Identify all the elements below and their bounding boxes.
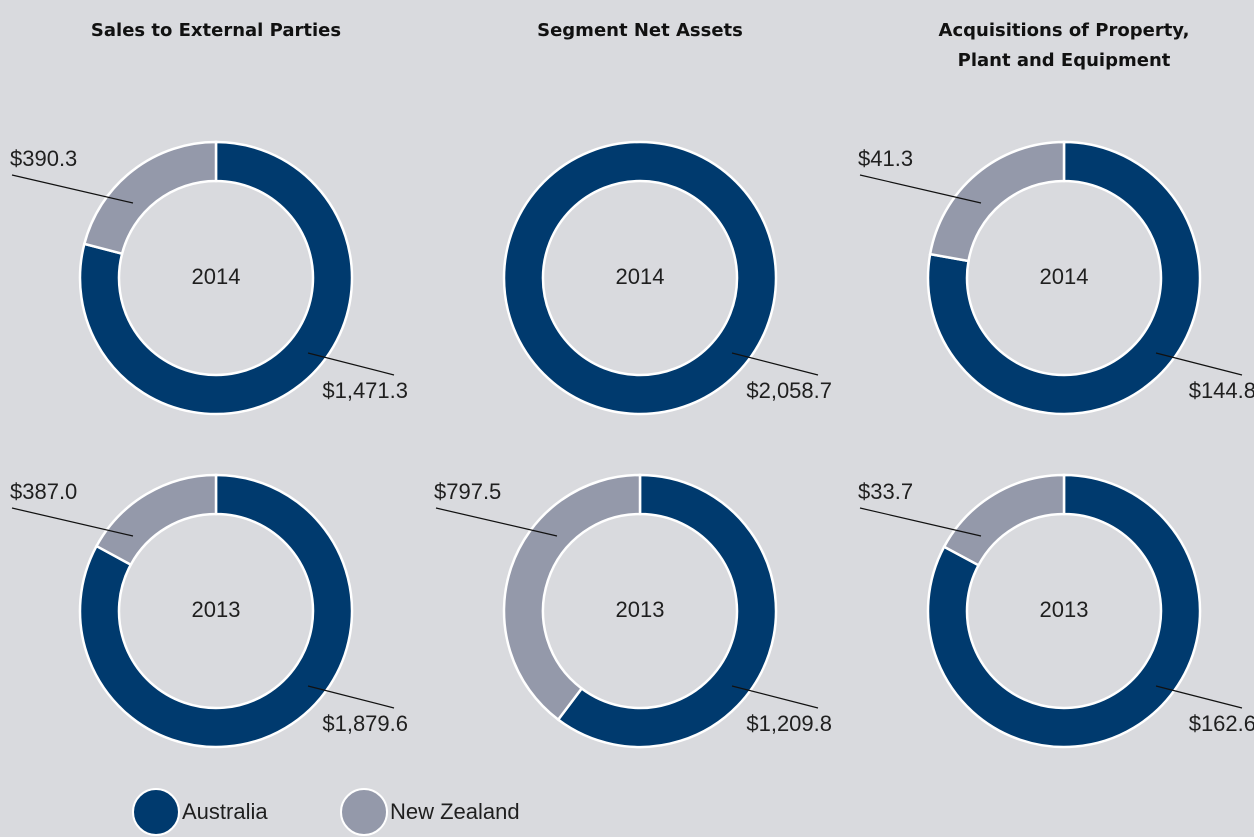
leader-line: [307, 685, 395, 709]
center-label: 2013: [192, 597, 241, 622]
center-label: 2013: [616, 597, 665, 622]
leader-line: [859, 507, 982, 537]
donut-segment: [502, 140, 778, 416]
donut-segment: [78, 473, 354, 749]
value-label: $41.3: [858, 146, 913, 171]
value-label: $387.0: [10, 479, 77, 504]
legend-label: New Zealand: [390, 799, 520, 824]
leader-line: [435, 507, 558, 537]
center-label: 2014: [1040, 264, 1089, 289]
leader-line: [11, 507, 134, 537]
donut-segment: [928, 140, 1066, 263]
leader-line: [1155, 352, 1243, 376]
value-label: $797.5: [434, 479, 501, 504]
donut-segment: [926, 140, 1202, 416]
center-label: 2014: [192, 264, 241, 289]
leader-line: [1155, 685, 1243, 709]
donut-segment: [78, 140, 354, 416]
legend-label: Australia: [182, 799, 268, 824]
value-label: $1,879.6: [322, 711, 408, 736]
chart-title: Acquisitions of Property, Plant and Equi…: [938, 20, 1190, 71]
value-label: $33.7: [858, 479, 913, 504]
donut-segment: [942, 473, 1066, 567]
donut-segment: [94, 473, 218, 567]
value-label: $2,058.7: [746, 378, 832, 403]
value-label: $162.6: [1189, 711, 1254, 736]
leader-line: [731, 352, 819, 376]
chart-title: Segment Net Assets: [537, 20, 743, 41]
chart-title: Sales to External Parties: [90, 20, 342, 41]
value-label: $144.8: [1189, 378, 1254, 403]
leader-line: [11, 174, 134, 204]
legend-swatch: [340, 788, 388, 836]
value-label: $1,471.3: [322, 378, 408, 403]
leader-line: [731, 685, 819, 709]
donut-segment: [556, 473, 778, 749]
legend-swatch: [132, 788, 180, 836]
leader-line: [859, 174, 982, 204]
leader-line: [307, 352, 395, 376]
donut-segment: [82, 140, 218, 256]
value-label: $1,209.8: [746, 711, 832, 736]
value-label: $390.3: [10, 146, 77, 171]
center-label: 2014: [616, 264, 665, 289]
center-label: 2013: [1040, 597, 1089, 622]
donut-segment: [502, 473, 642, 722]
donut-segment: [926, 473, 1202, 749]
